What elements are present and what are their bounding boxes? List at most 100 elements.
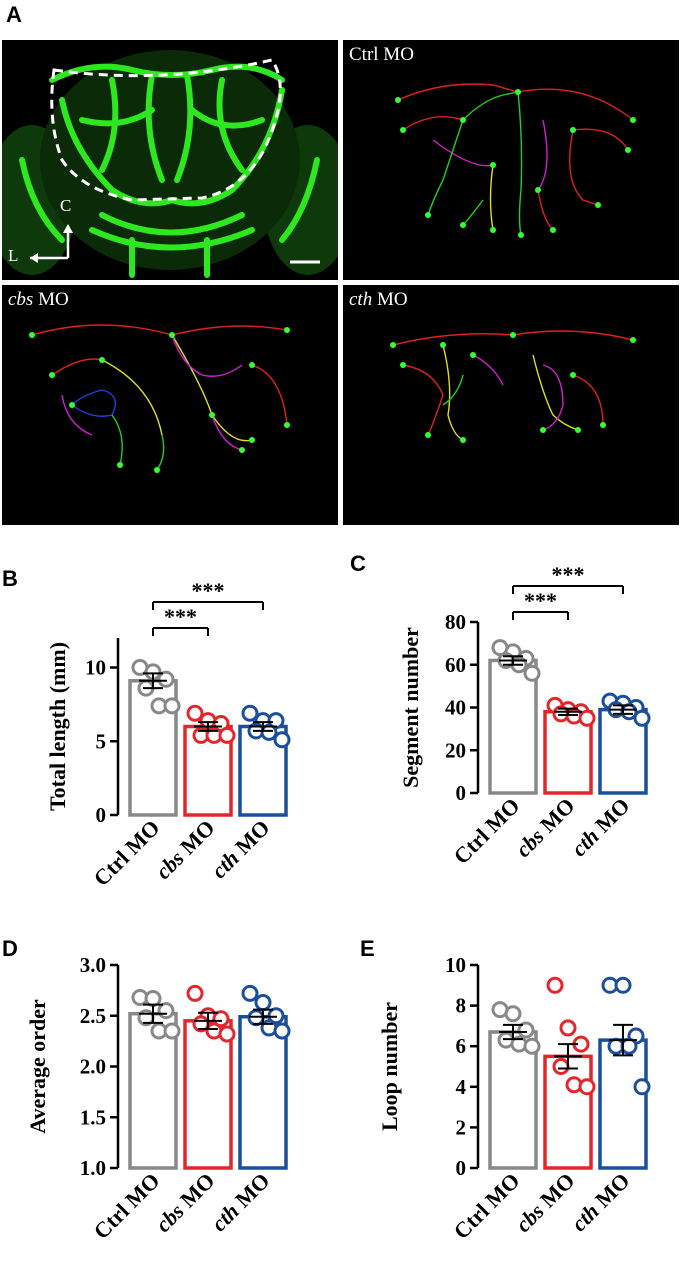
y-tick-label-d: 1.0: [80, 1156, 106, 1180]
cth-gene-label: cth: [349, 289, 373, 310]
y-tick-label-e: 4: [456, 1075, 467, 1099]
y-axis-title-d: Average order: [25, 999, 50, 1134]
cth-mo-suffix: MO: [372, 289, 408, 310]
cth-mo-label: cth MO: [349, 289, 408, 311]
y-tick-label-d: 1.5: [80, 1105, 106, 1129]
panel-letter-c: C: [350, 551, 366, 576]
significance-label-c: ***: [524, 588, 557, 613]
data-point-b-cth: [260, 723, 278, 741]
data-point-e-cth: [620, 1037, 638, 1055]
confocal-image-tile: C L: [2, 40, 338, 280]
data-point-e-cbs: [546, 976, 564, 994]
data-point-e-ctrl: [523, 1037, 541, 1055]
data-point-e-cth: [614, 976, 632, 994]
data-point-e-ctrl: [504, 1005, 522, 1023]
y-tick-label-e: 2: [456, 1115, 467, 1139]
panel-letter-a: A: [6, 2, 22, 27]
data-point-b-cbs: [218, 726, 236, 744]
ctrl-mo-tracing-image: [395, 83, 636, 238]
data-point-e-ctrl: [517, 1021, 535, 1039]
axis-label-c: C: [60, 196, 72, 215]
x-tick-label-b-cbs: cbs MO: [150, 815, 219, 884]
bar-c-cbs: [543, 710, 593, 795]
y-tick-label-d: 2.5: [80, 1004, 106, 1028]
data-point-b-cbs: [186, 704, 204, 722]
data-point-d-cbs: [218, 1025, 236, 1043]
x-tick-label-e-cth: cth MO: [566, 1168, 634, 1236]
axis-label-l: L: [8, 246, 19, 265]
bar-c-ctrl: [488, 658, 538, 795]
x-tick-label-b-cth: cth MO: [206, 815, 274, 883]
y-tick-label-e: 0: [456, 1156, 467, 1180]
bar-d-cbs: [183, 1019, 233, 1170]
data-point-d-ctrl: [163, 1022, 181, 1040]
y-tick-label-d: 3.0: [80, 953, 106, 977]
bar-e-cth: [598, 1038, 648, 1170]
vessel-network-image: [2, 40, 338, 280]
cbs-mo-tracing-tile: cbs MO: [2, 285, 338, 525]
cbs-gene-label: cbs: [8, 289, 34, 310]
significance-label-b: ***: [192, 578, 225, 603]
x-tick-label-e-cbs: cbs MO: [510, 1168, 579, 1237]
data-point-d-cth: [241, 984, 259, 1002]
y-tick-label-c: 60: [445, 653, 466, 677]
y-axis-title-e: Loop number: [377, 1002, 402, 1131]
data-point-c-cth: [633, 709, 651, 727]
y-tick-label-d: 2.0: [80, 1055, 106, 1079]
y-tick-label-e: 10: [445, 953, 466, 977]
bar-e-cbs: [543, 1054, 593, 1170]
data-point-e-cth: [633, 1078, 651, 1096]
x-tick-label-c-cbs: cbs MO: [510, 793, 579, 862]
ctrl-mo-label: Ctrl MO: [349, 44, 414, 65]
y-tick-label-b: 0: [96, 803, 107, 827]
y-tick-label-c: 80: [445, 610, 466, 634]
data-point-e-cbs: [552, 1058, 570, 1075]
data-point-b-ctrl: [163, 697, 181, 715]
y-tick-label-c: 0: [456, 781, 467, 805]
bar-d-cth: [238, 1015, 288, 1170]
data-point-b-cth: [273, 731, 291, 749]
y-tick-label-b: 10: [85, 656, 106, 680]
significance-label-c: ***: [552, 562, 585, 587]
cth-mo-tracing-image: [390, 330, 636, 443]
data-point-b-ctrl: [157, 670, 175, 688]
data-point-c-ctrl: [523, 664, 541, 682]
data-point-d-cth: [247, 1009, 265, 1027]
cth-mo-tracing-tile: cth MO: [343, 285, 679, 525]
data-point-d-cbs: [212, 1010, 230, 1028]
data-point-d-cth: [273, 1022, 291, 1040]
cbs-mo-suffix: MO: [33, 289, 69, 310]
data-point-e-cbs: [559, 1019, 577, 1037]
x-tick-label-d-cbs: cbs MO: [150, 1168, 219, 1237]
significance-label-b: ***: [164, 604, 197, 629]
y-axis-title-c: Segment number: [398, 627, 423, 788]
y-tick-label-e: 6: [456, 1034, 467, 1058]
x-tick-label-c-cth: cth MO: [566, 793, 634, 861]
y-tick-label-e: 8: [456, 994, 467, 1018]
cbs-mo-label: cbs MO: [8, 289, 69, 311]
data-point-d-cth: [254, 994, 272, 1012]
y-axis-title-b: Total length (mm): [45, 642, 70, 811]
panel-letter-b: B: [2, 566, 18, 591]
data-point-d-cbs: [186, 984, 204, 1002]
data-point-b-cth: [241, 704, 259, 722]
panel-letter-d: D: [2, 936, 18, 961]
data-point-d-ctrl: [144, 989, 162, 1007]
data-point-c-cbs: [578, 709, 596, 727]
ctrl-mo-tracing-tile: Ctrl MO: [343, 40, 679, 280]
panel-letter-e: E: [360, 936, 375, 961]
data-point-e-cbs: [578, 1078, 596, 1096]
data-point-d-cth: [267, 1007, 285, 1025]
data-point-d-ctrl: [157, 1002, 175, 1020]
x-tick-label-d-cth: cth MO: [206, 1168, 274, 1236]
bar-b-cth: [238, 724, 288, 817]
y-tick-label-c: 40: [445, 696, 466, 720]
cbs-mo-tracing-image: [29, 324, 290, 473]
y-tick-label-c: 20: [445, 738, 466, 762]
y-tick-label-b: 5: [96, 729, 107, 753]
